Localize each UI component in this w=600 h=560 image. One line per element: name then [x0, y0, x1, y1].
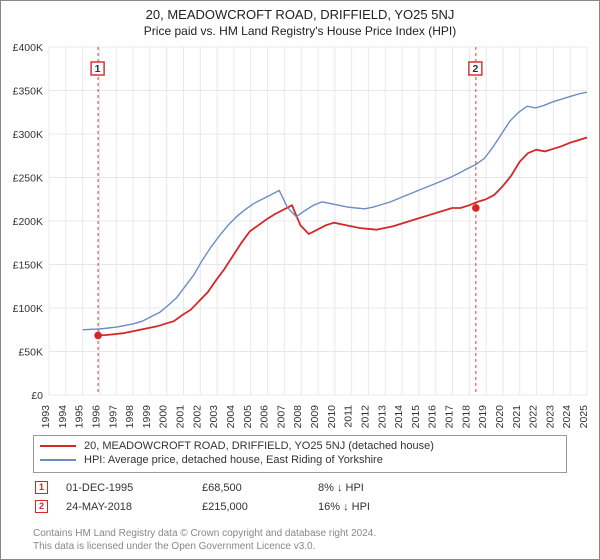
sale-date: 01-DEC-1995 — [66, 482, 196, 494]
sale-price: £215,000 — [202, 501, 312, 513]
legend-box: 20, MEADOWCROFT ROAD, DRIFFIELD, YO25 5N… — [33, 435, 567, 473]
svg-text:2021: 2021 — [511, 405, 523, 429]
attribution: Contains HM Land Registry data © Crown c… — [33, 528, 376, 553]
svg-text:£300K: £300K — [13, 129, 43, 141]
sale-row: 1 01-DEC-1995 £68,500 8% ↓ HPI — [33, 481, 567, 494]
chart-container: 20, MEADOWCROFT ROAD, DRIFFIELD, YO25 5N… — [0, 0, 600, 560]
svg-text:2000: 2000 — [158, 405, 170, 429]
svg-text:£350K: £350K — [13, 86, 43, 98]
svg-text:2: 2 — [472, 63, 478, 75]
sales-rows: 1 01-DEC-1995 £68,500 8% ↓ HPI 2 24-MAY-… — [33, 481, 567, 519]
svg-text:£50K: £50K — [18, 347, 43, 359]
svg-text:1994: 1994 — [57, 405, 69, 429]
svg-text:£200K: £200K — [13, 216, 43, 228]
sale-marker-icon: 1 — [35, 481, 48, 494]
sale-marker-icon: 2 — [35, 500, 48, 513]
svg-text:2014: 2014 — [393, 405, 405, 429]
legend-swatch — [40, 445, 76, 447]
svg-text:2020: 2020 — [494, 405, 506, 429]
attribution-line: Contains HM Land Registry data © Crown c… — [33, 528, 376, 541]
legend-item: 20, MEADOWCROFT ROAD, DRIFFIELD, YO25 5N… — [40, 440, 560, 452]
svg-text:1995: 1995 — [74, 405, 86, 429]
svg-text:2001: 2001 — [175, 405, 187, 429]
svg-text:1: 1 — [95, 63, 101, 75]
attribution-line: This data is licensed under the Open Gov… — [33, 541, 376, 554]
svg-text:£100K: £100K — [13, 303, 43, 315]
svg-text:2023: 2023 — [544, 405, 556, 429]
chart-title: 20, MEADOWCROFT ROAD, DRIFFIELD, YO25 5N… — [1, 7, 599, 22]
chart-area: £0£50K£100K£150K£200K£250K£300K£350K£400… — [49, 47, 587, 395]
svg-text:2016: 2016 — [427, 405, 439, 429]
svg-text:2004: 2004 — [225, 405, 237, 429]
sale-pct: 16% ↓ HPI — [318, 501, 418, 513]
svg-text:£0: £0 — [31, 390, 43, 402]
svg-text:2005: 2005 — [242, 405, 254, 429]
svg-text:2022: 2022 — [528, 405, 540, 429]
chart-svg: £0£50K£100K£150K£200K£250K£300K£350K£400… — [49, 47, 587, 425]
svg-text:2019: 2019 — [477, 405, 489, 429]
svg-text:2025: 2025 — [578, 405, 590, 429]
svg-text:2010: 2010 — [326, 405, 338, 429]
svg-text:1996: 1996 — [90, 405, 102, 429]
sale-date: 24-MAY-2018 — [66, 501, 196, 513]
legend-label: 20, MEADOWCROFT ROAD, DRIFFIELD, YO25 5N… — [84, 440, 434, 452]
svg-text:2018: 2018 — [460, 405, 472, 429]
svg-text:2002: 2002 — [191, 405, 203, 429]
svg-text:2008: 2008 — [292, 405, 304, 429]
svg-text:1999: 1999 — [141, 405, 153, 429]
chart-subtitle: Price paid vs. HM Land Registry's House … — [1, 24, 599, 38]
svg-text:£400K: £400K — [13, 42, 43, 54]
svg-text:2003: 2003 — [208, 405, 220, 429]
svg-text:2017: 2017 — [444, 405, 456, 429]
svg-text:2009: 2009 — [309, 405, 321, 429]
svg-text:1997: 1997 — [107, 405, 119, 429]
svg-text:1998: 1998 — [124, 405, 136, 429]
svg-text:2013: 2013 — [376, 405, 388, 429]
sale-price: £68,500 — [202, 482, 312, 494]
legend-item: HPI: Average price, detached house, East… — [40, 454, 560, 466]
sale-row: 2 24-MAY-2018 £215,000 16% ↓ HPI — [33, 500, 567, 513]
svg-text:2011: 2011 — [343, 405, 355, 428]
legend-swatch — [40, 459, 76, 461]
svg-text:2015: 2015 — [410, 405, 422, 429]
svg-text:2007: 2007 — [275, 405, 287, 429]
svg-text:2006: 2006 — [259, 405, 271, 429]
svg-text:£250K: £250K — [13, 173, 43, 185]
svg-text:2024: 2024 — [561, 405, 573, 429]
svg-text:£150K: £150K — [13, 260, 43, 272]
sale-pct: 8% ↓ HPI — [318, 482, 418, 494]
svg-text:2012: 2012 — [359, 405, 371, 429]
svg-text:1993: 1993 — [40, 405, 52, 429]
legend-label: HPI: Average price, detached house, East… — [84, 454, 383, 466]
